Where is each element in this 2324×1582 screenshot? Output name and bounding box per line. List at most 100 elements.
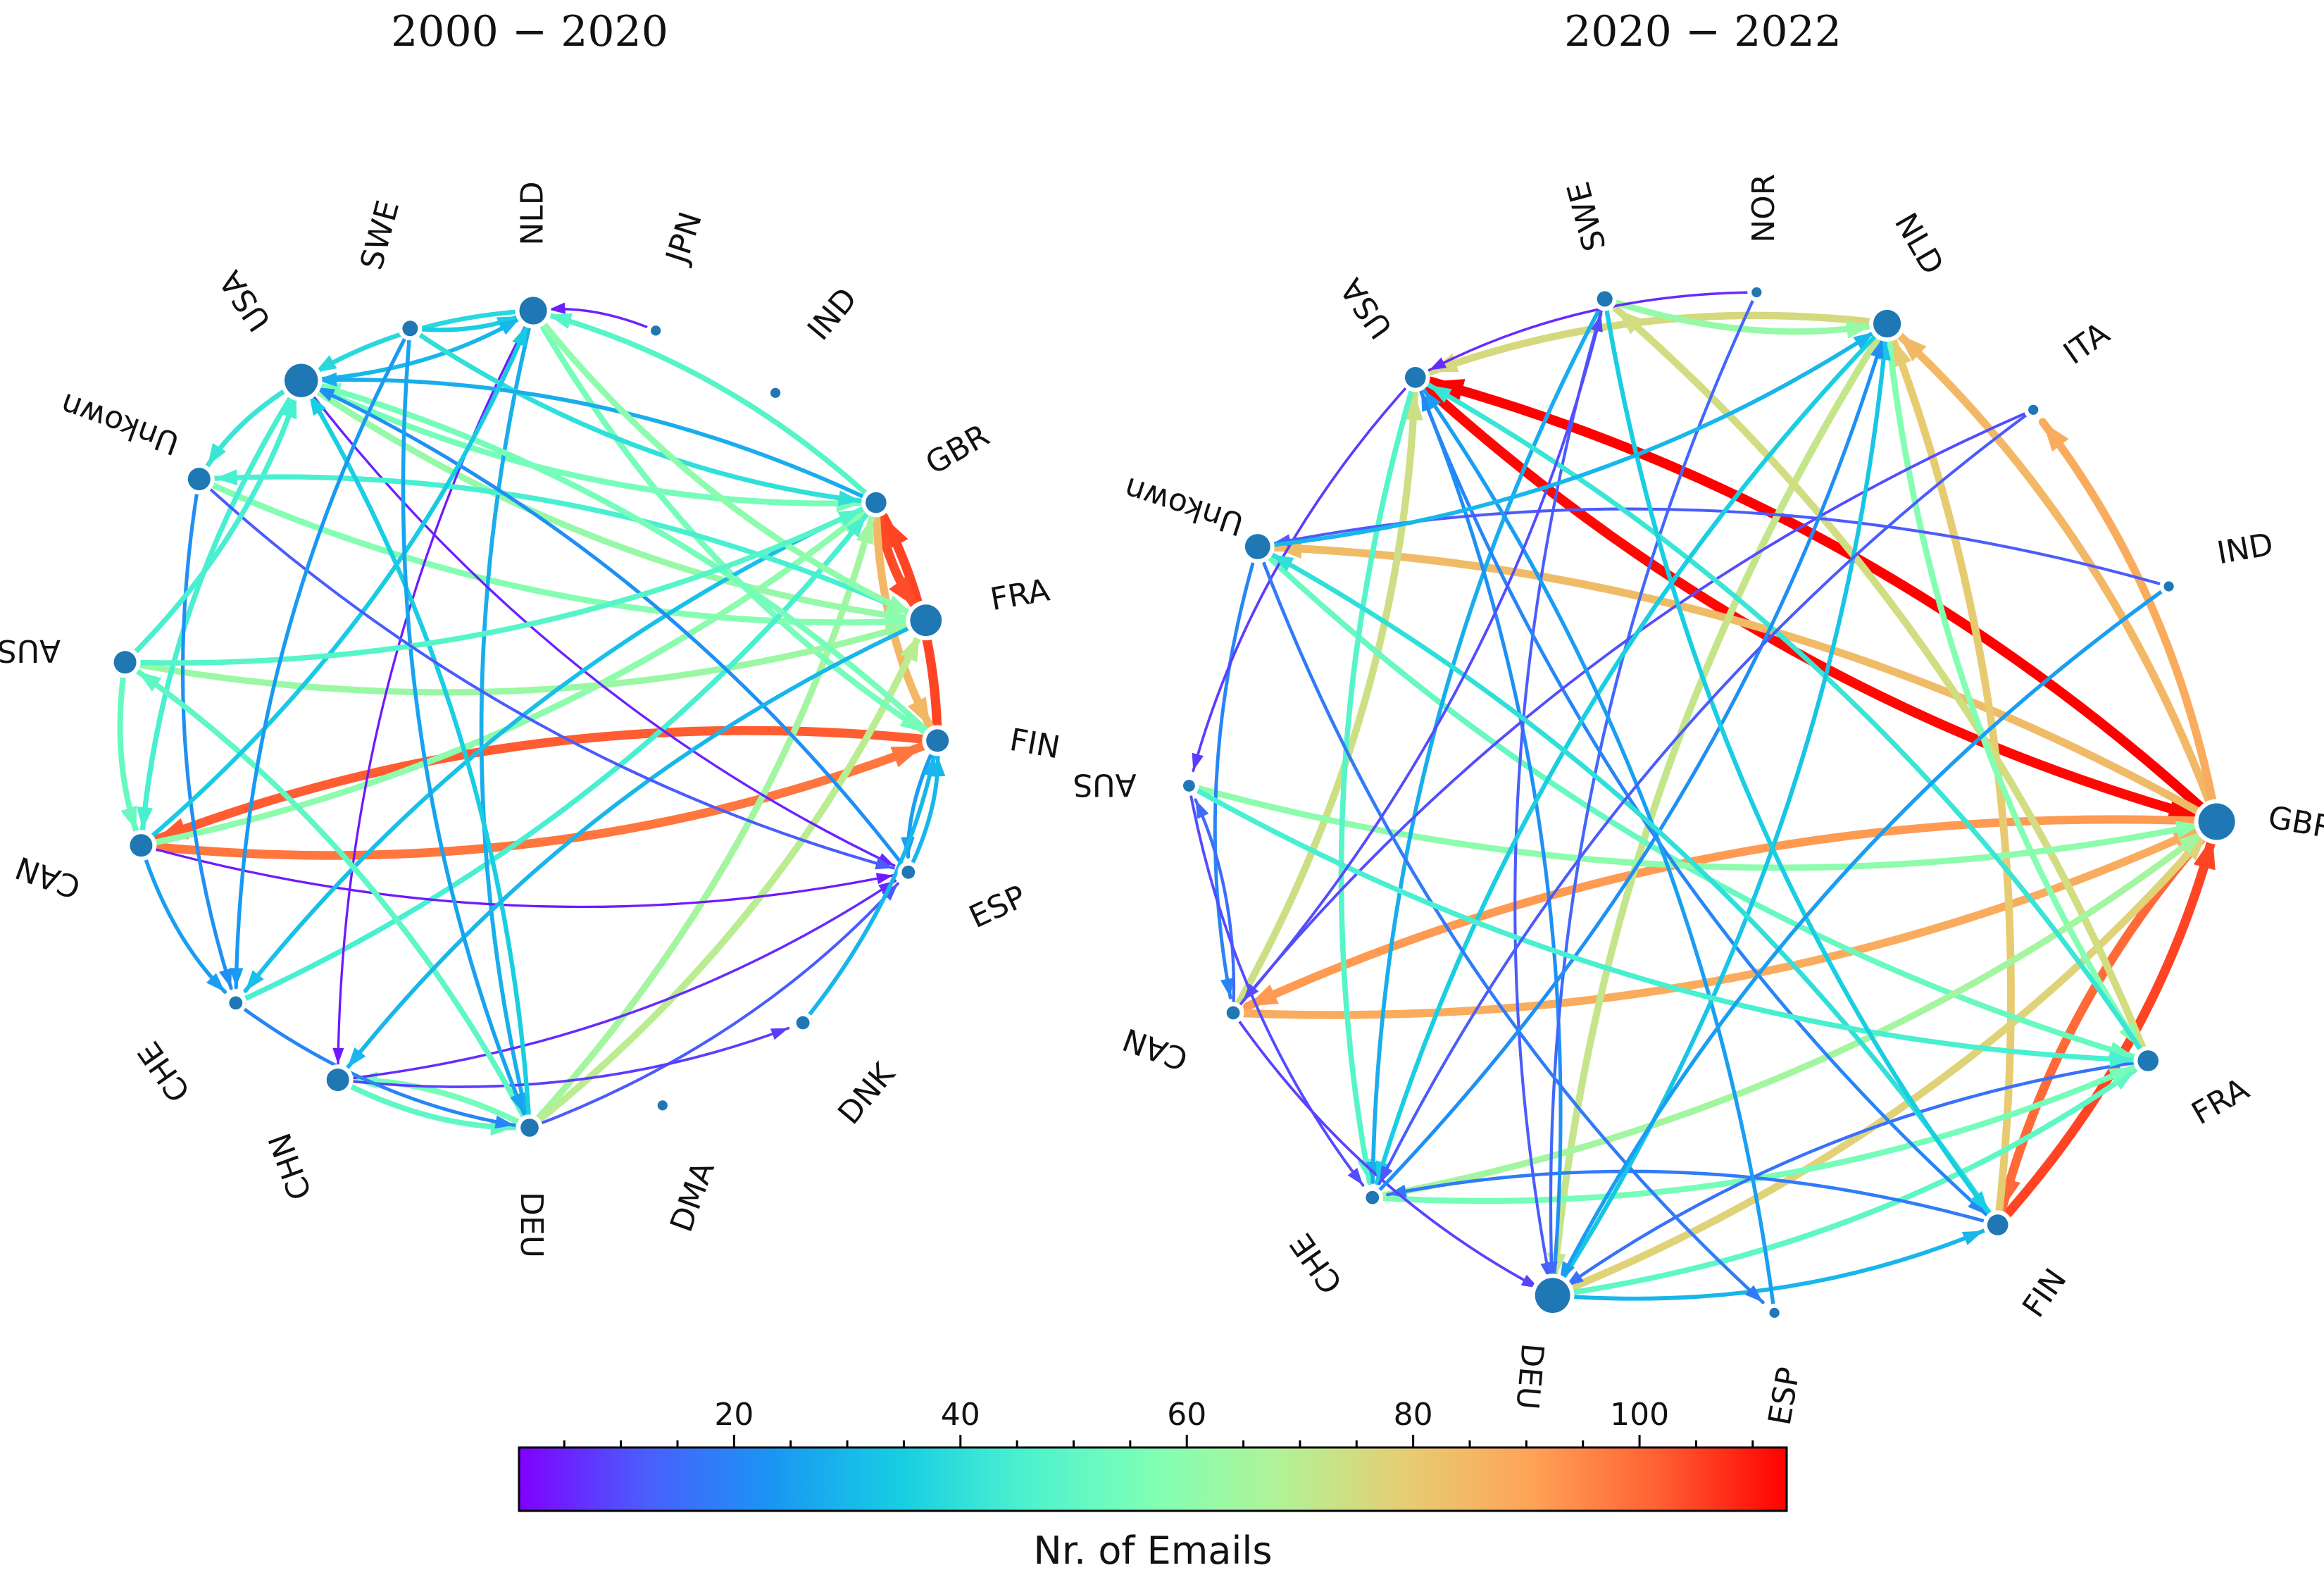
colorbar-label: Nr. of Emails (1033, 1528, 1272, 1573)
node-DEU (520, 1119, 539, 1137)
edge-arrowhead-IND-DEU (1559, 1261, 1575, 1282)
edge-arrowhead-USA-FIN (1968, 1197, 1987, 1215)
edge-CAN-FIN (137, 741, 927, 860)
edge-AUS-FRA (122, 621, 915, 696)
edge-NLD-CHN (337, 309, 535, 1066)
node-label-USA: USA (213, 264, 278, 337)
edge-DNK-FIN (801, 754, 937, 1025)
edge-GBR-CAN (1243, 815, 2221, 1011)
node-label-FIN: FIN (1007, 722, 1063, 766)
edge-Unkown-NLD (1255, 330, 1877, 549)
node-CHN (326, 1069, 349, 1092)
colorbar: 20 40 60 80 100 Nr. of Emails (518, 1397, 1788, 1573)
edge-NOR-DEU (1549, 290, 1758, 1282)
edge-GBR-Unkown (1269, 543, 2221, 826)
edge-arrowhead-NOR-USA (1429, 357, 1447, 370)
edge-Unkown-FRA (196, 475, 914, 625)
node-label-ITA: ITA (2057, 316, 2116, 372)
node-label-DEU: DEU (1508, 1342, 1550, 1411)
edge-CAN-ESP (139, 844, 894, 909)
edge-Unkown-ESP (1256, 544, 1765, 1304)
edge-DEU-FRA (526, 630, 923, 1131)
edge-arrowhead-DEU-ESP (881, 883, 898, 901)
edge-arrowhead-USA-Unkown (207, 443, 226, 466)
node-FIN (1987, 1214, 2008, 1235)
edge-arrowhead-FIN-Unkown (1271, 554, 1294, 572)
edge-arrowhead-USA-CAN (137, 806, 153, 830)
colorbar-tick-label: 100 (1610, 1397, 1669, 1433)
node-label-GBR: GBR (920, 418, 996, 482)
edge-USA-GBR (298, 378, 864, 506)
edge-NLD-DEU (479, 309, 535, 1115)
edge-arrowhead-Unkown-ESP (875, 857, 894, 870)
edge-CAN-CHE (139, 843, 227, 994)
node-DNK (796, 1016, 810, 1030)
edge-arrowhead-GBR-FRA (889, 575, 917, 608)
node-CAN (1226, 1006, 1240, 1020)
colorbar-tick-label: 40 (941, 1397, 980, 1433)
node-label-CHN: CHN (262, 1128, 319, 1204)
node-IND (2163, 581, 2174, 592)
edge-arrowhead-USA-AUS (1192, 752, 1204, 771)
edge-arrowhead-GBR-FIN (907, 697, 930, 727)
edge-arrowhead-NLD-USA (314, 355, 337, 373)
node-label-SWE: SWE (354, 197, 406, 273)
edge-NLD-FRA (1884, 320, 2143, 1051)
edge-arrowhead-CAN-CHE (206, 973, 225, 992)
edge-IND-DEU (1558, 584, 2171, 1284)
edge-DEU-FIN (1550, 1228, 1986, 1301)
node-label-ESP: ESP (1762, 1364, 1808, 1428)
node-ESP (901, 865, 916, 879)
edge-arrowhead-CAN-SWE (1591, 313, 1603, 332)
edge-DEU-AUS (135, 668, 532, 1131)
edge-arrowhead-AUS-GBR (837, 509, 862, 527)
panel-title-2020-2022: 2020 − 2022 (1564, 7, 1842, 56)
edge-CHE-NLD (1370, 336, 1885, 1200)
edge-arrowhead-FIN-CHE (1387, 1184, 1407, 1198)
edge-CHE-DEU (234, 1001, 516, 1127)
edge-CHE-GBR (233, 512, 869, 1006)
edge-AUS-CAN (117, 659, 139, 834)
colorbar-tick-label: 60 (1167, 1397, 1206, 1433)
edge-arrowhead-GBR-USA (316, 372, 337, 387)
edge-NLD-FRA (530, 307, 916, 617)
edge-SWE-GBR (408, 325, 863, 504)
edge-CHN-ESP (336, 879, 897, 1081)
node-NOR (1751, 287, 1762, 298)
edge-arrowhead-AUS-USA (281, 395, 297, 420)
edge-CAN-AUS (1194, 798, 1236, 1015)
edge-arrowhead-FRA-USA (1428, 385, 1452, 403)
edge-FIN-USA (313, 382, 941, 744)
edge-USA-FRA (298, 377, 914, 622)
node-JPN (651, 325, 661, 336)
node-label-CHE: CHE (1283, 1226, 1349, 1300)
edge-DEU-ESP (527, 882, 899, 1130)
edge-FIN-Unkown (1268, 552, 2001, 1228)
edge-arrowhead-GBR-ITA (2042, 422, 2069, 452)
node-AUS (1183, 780, 1195, 792)
node-GBR (2198, 803, 2235, 840)
edge-USA-GBR (1410, 372, 2207, 823)
edge-arrowhead-CHE-FRA (2108, 1066, 2134, 1085)
edge-DEU-GBR (526, 514, 875, 1131)
edge-GBR-ITA (2038, 418, 2221, 826)
edge-arrowhead-USA-NLD (499, 318, 520, 335)
edge-arrowhead-Unkown-NLD (1853, 332, 1875, 349)
node-NLD (1873, 309, 1901, 338)
edge-CAN-USA (1230, 389, 1418, 1016)
node-FRA (2137, 1050, 2159, 1071)
node-label-NLD: NLD (1887, 207, 1951, 281)
edge-DEU-NLD (1550, 337, 1888, 1298)
edge-Unkown-CAN (1213, 544, 1260, 999)
edge-DEU-USA (1419, 390, 1563, 1297)
edge-arrowhead-NLD-FIN (899, 711, 925, 733)
edge-layer-2000-2020 (117, 302, 946, 1136)
edge-NOR-USA (1427, 291, 1758, 372)
edge-ITA-CHE (1377, 408, 2035, 1185)
edge-arrowhead-ITA-CHE (1379, 1165, 1393, 1184)
node-CHE (1366, 1190, 1380, 1204)
edge-arrowhead-SWE-DEU (510, 1092, 524, 1114)
node-label-FRA: FRA (987, 572, 1052, 618)
edge-arrowhead-FRA-CHN (347, 1047, 366, 1068)
node-ITA (2028, 404, 2039, 415)
